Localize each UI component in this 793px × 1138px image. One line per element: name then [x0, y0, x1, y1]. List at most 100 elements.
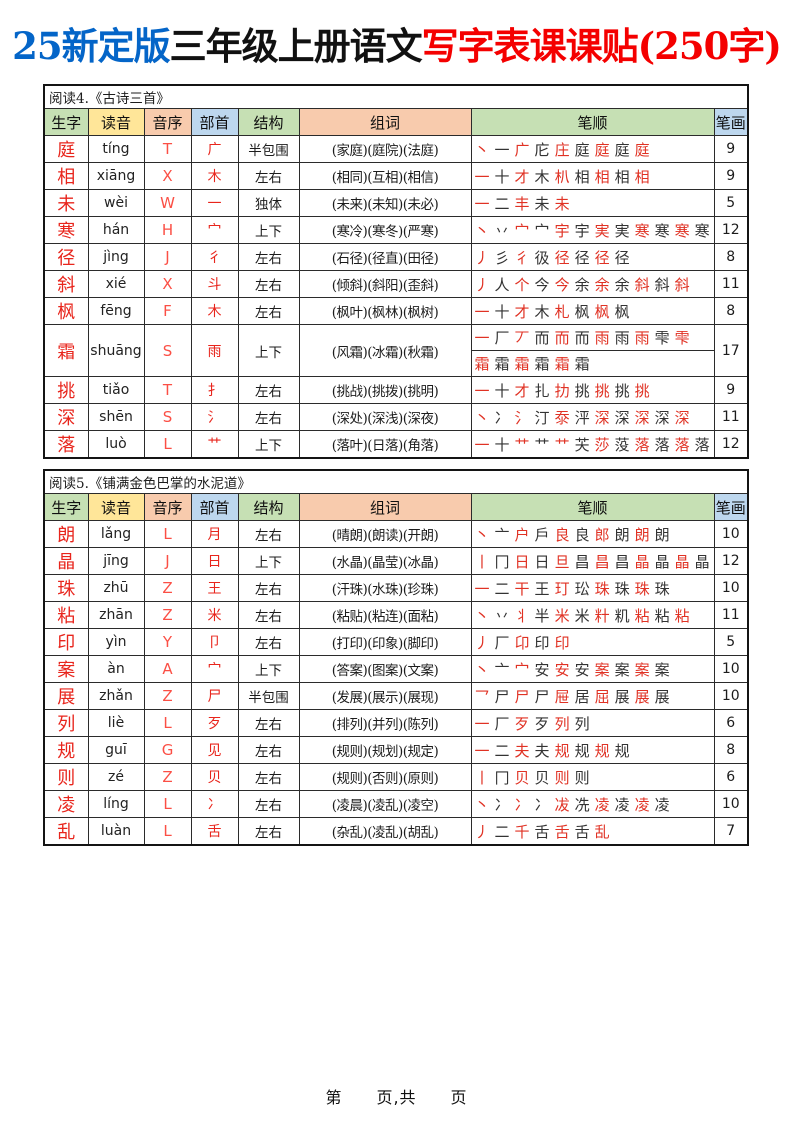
pinyin-cell: tiǎo: [87, 376, 145, 404]
stroke-step: 才: [514, 302, 530, 321]
stroke-step: 乛: [474, 687, 490, 706]
pinyin-cell: zé: [87, 763, 145, 791]
stroke-order-cell: 一十才木朳相相相相: [470, 162, 715, 190]
stroke-step: 二: [494, 822, 510, 841]
character-cell: 寒: [43, 216, 89, 244]
stroke-step: 十: [494, 167, 510, 186]
stroke-step: 才: [514, 381, 530, 400]
pinyin-cell: luò: [87, 430, 145, 459]
stroke-order-cell: 丨冂贝贝则则: [470, 763, 715, 791]
table-reading-5: 阅读5.《铺满金色巴掌的水泥道》 生字 读音 音序 部首 结构 组词 笔顺 笔画 朗 lǎng L…: [43, 469, 750, 846]
words-cell: (石径)(径直)(田径): [298, 243, 472, 271]
stroke-order-cell: 丶亠户戶良良郎朗朗朗: [470, 520, 715, 548]
stroke-step: 庀: [534, 140, 550, 159]
stroke-order-cell: 丶丷丬半米米籵籶粘粘粘: [470, 601, 715, 629]
stroke-step: 径: [594, 248, 610, 267]
stroke-step: 展: [634, 687, 650, 706]
stroke-step: 乱: [594, 822, 610, 841]
character-cell: 斜: [43, 270, 89, 298]
stroke-step: 庭: [634, 140, 650, 159]
stroke-step: 汀: [534, 408, 550, 427]
stroke-step: 宀: [514, 221, 530, 240]
words-cell: (倾斜)(斜阳)(歪斜): [298, 270, 472, 298]
stroke-step: 歹: [534, 714, 550, 733]
table-row: 挑 tiǎo T 扌左右 (挑战)(挑拨)(挑明) 一十才扎扐挑挑挑挑 9: [43, 376, 749, 404]
caption-row: 阅读4.《古诗三首》: [43, 84, 749, 109]
stroke-step: 挑: [574, 381, 590, 400]
stroke-step: 一: [474, 741, 490, 760]
stroke-order-cell: 丿彡彳彶径径径径: [470, 243, 715, 271]
structure-cell: 左右: [237, 574, 300, 602]
stroke-step: 晶: [694, 552, 710, 571]
pinyin-cell: xié: [87, 270, 145, 298]
stroke-step: 泙: [574, 408, 590, 427]
stroke-step: 郎: [594, 525, 610, 544]
stroke-step: 雨: [614, 329, 630, 347]
stroke-step: 彶: [534, 248, 550, 267]
stroke-step: 卬: [514, 633, 530, 652]
initial-cell: G: [143, 736, 192, 764]
stroke-count-cell: 8: [713, 243, 749, 271]
stroke-step: 规: [554, 741, 570, 760]
structure-cell: 上下: [237, 655, 300, 683]
column-header: 组词: [298, 108, 472, 136]
initial-cell: T: [143, 376, 192, 404]
stroke-step: 舌: [554, 822, 570, 841]
stroke-step: 朳: [554, 167, 570, 186]
stroke-step: 一: [474, 302, 490, 321]
pinyin-cell: hán: [87, 216, 145, 244]
character-cell: 粘: [43, 601, 89, 629]
stroke-step: 晶: [654, 552, 670, 571]
initial-cell: A: [143, 655, 192, 683]
table-row: 深 shēn S 氵左右 (深处)(深浅)(深夜) 丶冫氵汀沗泙深深深深深 11: [43, 403, 749, 431]
stroke-step: 落: [654, 435, 670, 454]
stroke-step: 半: [534, 606, 550, 625]
structure-cell: 上下: [237, 430, 300, 459]
initial-cell: L: [143, 430, 192, 459]
pinyin-cell: fēng: [87, 297, 145, 325]
stroke-step: 尸: [534, 687, 550, 706]
stroke-step: 米: [574, 606, 590, 625]
stroke-step: 而: [554, 329, 570, 347]
stroke-step: 莈: [614, 435, 630, 454]
words-cell: (杂乱)(凌乱)(胡乱): [298, 817, 472, 846]
stroke-step: 雨: [634, 329, 650, 347]
stroke-order-cell: 一十才扎扐挑挑挑挑: [470, 376, 715, 404]
stroke-count-cell: 6: [713, 763, 749, 791]
page-footer: 第 页,共 页: [325, 1088, 468, 1107]
column-header: 部首: [190, 108, 239, 136]
stroke-step: 亠: [494, 660, 510, 679]
stroke-step: 珠: [634, 579, 650, 598]
character-cell: 规: [43, 736, 89, 764]
stroke-step: 粘: [654, 606, 670, 625]
stroke-step: 日: [514, 552, 530, 571]
stroke-step: 案: [614, 660, 630, 679]
stroke-step: 丶: [474, 606, 490, 625]
table-row: 凌 líng L 冫左右 (凌晨)(凌乱)(凌空) 丶冫冫冫冹冼凌凌凌凌 10: [43, 790, 749, 818]
pinyin-cell: luàn: [87, 817, 145, 846]
radical-cell: 斗: [190, 270, 239, 298]
stroke-step: 雫: [674, 329, 690, 347]
pinyin-cell: liè: [87, 709, 145, 737]
structure-cell: 左右: [237, 376, 300, 404]
stroke-step: 而: [574, 329, 590, 347]
stroke-order-cell: 丶丷宀宀宇宇実実寒寒寒寒: [470, 216, 715, 244]
stroke-step: 雫: [654, 329, 670, 347]
words-cell: (发展)(展示)(展现): [298, 682, 472, 710]
stroke-step: 艹: [534, 435, 550, 454]
table-row: 斜 xié X 斗左右 (倾斜)(斜阳)(歪斜) 丿人个今今余余余斜斜斜 11: [43, 270, 749, 298]
stroke-count-cell: 12: [713, 547, 749, 575]
pinyin-cell: yìn: [87, 628, 145, 656]
column-header: 读音: [87, 108, 145, 136]
stroke-step: 案: [654, 660, 670, 679]
structure-cell: 半包围: [237, 135, 300, 163]
stroke-order-cell: 丿人个今今余余余斜斜斜: [470, 270, 715, 298]
structure-cell: 上下: [237, 216, 300, 244]
stroke-count-cell: 7: [713, 817, 749, 846]
stroke-step: 规: [614, 741, 630, 760]
stroke-step: 日: [534, 552, 550, 571]
stroke-step: 芖: [574, 435, 590, 454]
stroke-step: 印: [534, 633, 550, 652]
initial-cell: L: [143, 520, 192, 548]
stroke-step: 丷: [494, 221, 510, 240]
